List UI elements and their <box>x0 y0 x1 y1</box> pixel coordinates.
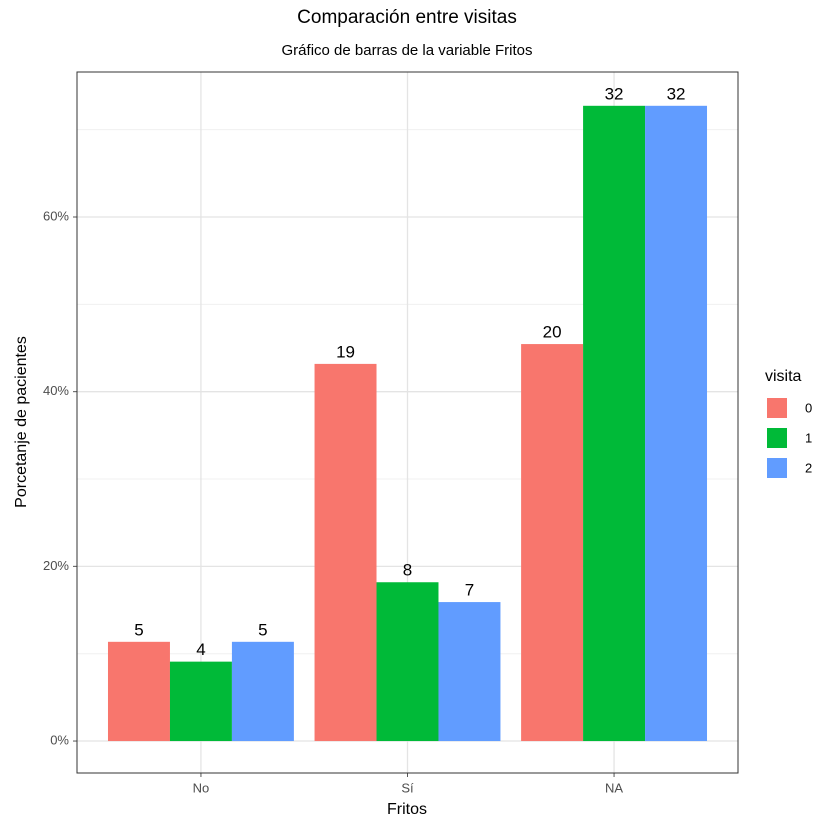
bar <box>376 582 439 742</box>
legend-key <box>767 458 787 478</box>
chart-title: Comparación entre visitas <box>297 7 517 28</box>
plot-border <box>76 71 739 774</box>
legend-title: visita <box>765 368 802 385</box>
legend-key <box>767 398 787 418</box>
data-label: 20 <box>543 323 562 342</box>
legend-label: 2 <box>805 460 812 475</box>
x-tick-label: Sí <box>401 780 414 795</box>
y-tick-label: 0% <box>50 732 69 747</box>
legend-label: 0 <box>805 400 812 415</box>
chart-subtitle: Gráfico de barras de la variable Fritos <box>282 42 533 59</box>
data-label: 19 <box>336 342 355 361</box>
data-label: 8 <box>403 561 412 580</box>
data-label: 5 <box>258 620 267 639</box>
data-label: 7 <box>465 581 474 600</box>
bar <box>169 661 232 742</box>
y-tick-label: 60% <box>43 208 69 223</box>
bar <box>438 602 501 742</box>
legend-label: 1 <box>805 430 812 445</box>
x-tick-label: No <box>193 780 210 795</box>
legend-key <box>767 428 787 448</box>
bar <box>231 641 294 742</box>
y-axis-label: Porcetanje de pacientes <box>13 336 30 508</box>
bar <box>107 641 170 742</box>
bar <box>583 105 646 742</box>
bar <box>314 363 377 742</box>
x-axis-label: Fritos <box>387 801 427 818</box>
y-tick-label: 40% <box>43 383 69 398</box>
data-label: 32 <box>667 84 686 103</box>
bar <box>645 105 708 742</box>
data-label: 5 <box>134 620 143 639</box>
x-tick-label: NA <box>605 780 623 795</box>
bar <box>521 344 584 742</box>
data-label: 32 <box>605 84 624 103</box>
y-tick-label: 20% <box>43 558 69 573</box>
data-label: 4 <box>196 640 205 659</box>
